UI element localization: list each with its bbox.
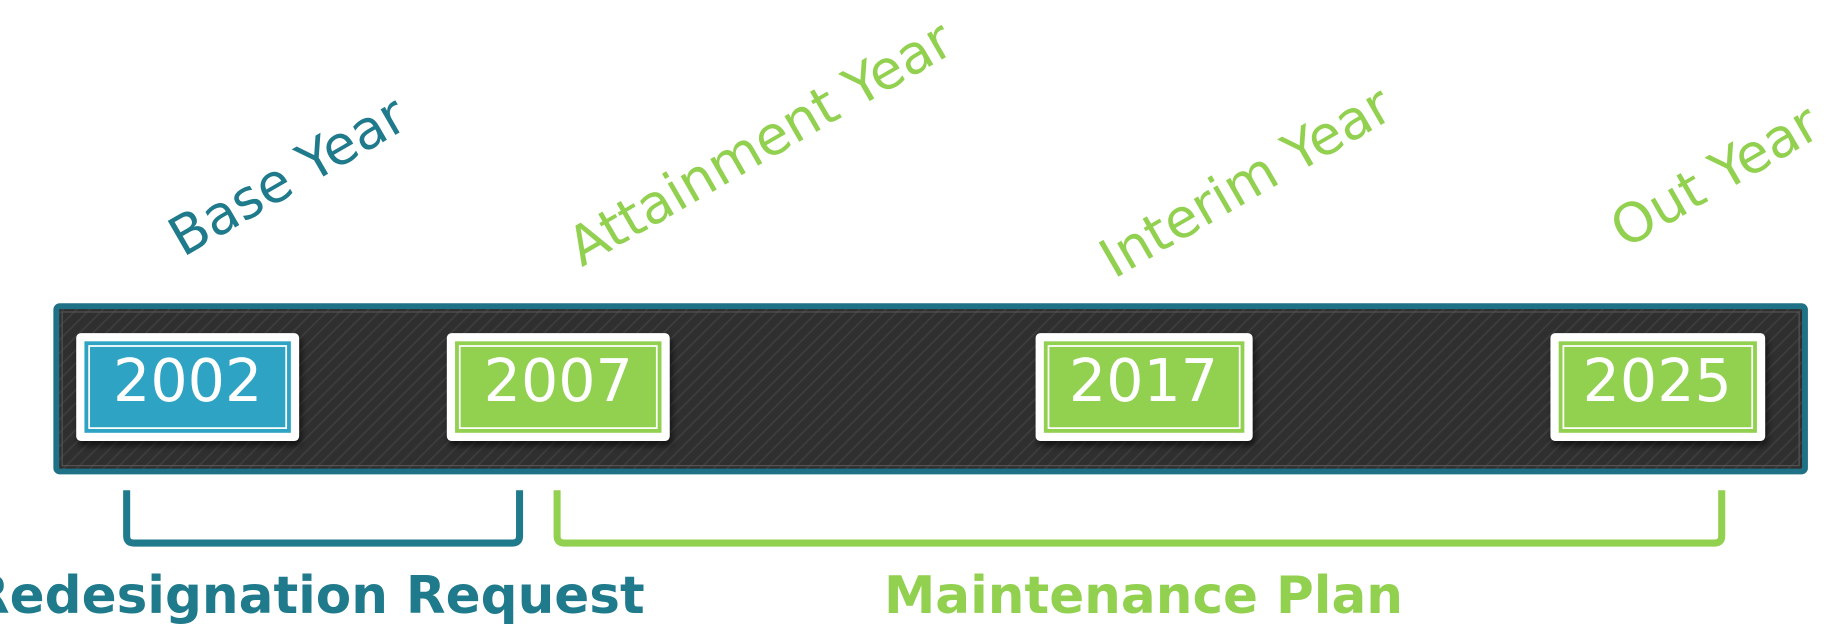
- year: 2002: [113, 347, 262, 415]
- box-line: [458, 345, 658, 429]
- box-fill: [1043, 341, 1245, 433]
- milestone-2025: [1550, 333, 1766, 442]
- milestone-label: Interim Year: [1089, 73, 1403, 291]
- milestone-2002: [76, 333, 300, 442]
- bracket: [123, 490, 524, 547]
- timeline-bar-inner: [61, 311, 1800, 467]
- box-fill: [455, 341, 662, 433]
- box-line: [1047, 345, 1241, 429]
- year: 2007: [484, 347, 633, 415]
- timeline-bar: [53, 303, 1808, 475]
- phase-label: Maintenance Plan: [884, 566, 1403, 624]
- milestone-2007: [446, 333, 670, 442]
- box-fill: [84, 341, 291, 433]
- milestone-label: Base Year: [158, 83, 418, 269]
- box-line: [1562, 345, 1754, 429]
- year: 2017: [1069, 347, 1218, 415]
- year: 2025: [1583, 347, 1732, 415]
- box-line: [88, 345, 288, 429]
- milestone-label: Attainment Year: [557, 7, 964, 278]
- milestone-label: Out Year: [1600, 91, 1831, 261]
- box-fill: [1558, 341, 1757, 433]
- milestone-2017: [1035, 333, 1253, 442]
- bracket: [553, 490, 1726, 547]
- phase-label: Redesignation Request: [0, 566, 645, 624]
